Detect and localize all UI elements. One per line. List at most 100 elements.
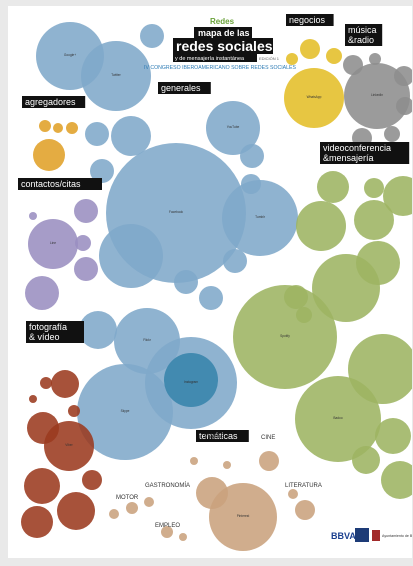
videoconf-bubble: [354, 200, 394, 240]
category-headers-layer: negocios música&radio generales agregadores…: [18, 14, 412, 542]
title-line-1: mapa de las: [198, 28, 250, 38]
title-box-1: [194, 27, 252, 38]
theme-label-gastronomia: GASTRONOMÍA: [145, 482, 190, 489]
category-box: [158, 82, 211, 94]
bubble-label: WhatsApp: [307, 95, 322, 99]
musica-bubble: [343, 55, 363, 75]
category-label: &radio: [348, 35, 374, 45]
videoconf-bubble: [296, 307, 312, 323]
videoconf-bubble: [364, 178, 384, 198]
category-header-fotografia: fotografía& vídeo: [26, 321, 84, 343]
title-line-2: redes sociales: [176, 38, 273, 54]
fotografia-bubble: [29, 395, 37, 403]
bubble-label: Viber: [65, 443, 73, 447]
category-box: [196, 430, 249, 442]
tematicas-bubble: [161, 526, 173, 538]
category-box: [286, 14, 334, 26]
category-label: temáticas: [199, 431, 238, 441]
bubble-label: Instagram: [184, 380, 199, 384]
bbva-logo: BBVA: [331, 531, 356, 541]
tematicas-bubble: [196, 477, 228, 509]
subtitle: IV CONGRESO IBEROAMERICANO SOBRE REDES S…: [144, 65, 296, 71]
bubble-label: Spotify: [280, 334, 290, 338]
negocios-bubble: [286, 53, 298, 65]
tematicas-bubble: [109, 509, 119, 519]
musica-bubble: [396, 97, 412, 115]
videoconf-bubble: [352, 446, 380, 474]
ayuntamiento-label: Ayuntamiento de Burgos: [382, 534, 412, 538]
category-header-videoconf: videoconferencia&mensajería: [320, 142, 410, 164]
generales-bubble: [90, 159, 114, 183]
contactos-bubble: [25, 276, 59, 310]
videoconf-bubble: [375, 418, 411, 454]
footer-logos: BBVA Ayuntamiento de Burgos: [331, 528, 412, 542]
contactos-bubble: [74, 199, 98, 223]
videoconf-bubble: [296, 201, 346, 251]
generales-bubble: [99, 224, 163, 288]
bubble-label: Skype: [121, 409, 130, 413]
videoconf-bubble: [233, 285, 337, 389]
negocios-bubble: [326, 48, 342, 64]
tematicas-bubble: [295, 500, 315, 520]
theme-label-motor: MOTOR: [116, 495, 139, 501]
videoconf-bubble: [317, 171, 349, 203]
bubble-label: Pinterest: [237, 514, 250, 518]
generales-bubble: [111, 116, 151, 156]
generales-bubble: [81, 41, 151, 111]
fotografia-bubble: [27, 412, 59, 444]
generales-bubble: [206, 101, 260, 155]
category-header-contactos: contactos/citas: [18, 178, 102, 190]
tematicas-bubble: [223, 461, 231, 469]
tematicas-bubble: [288, 489, 298, 499]
bubble-label: YouTube: [227, 125, 240, 129]
negocios-bubble: [300, 39, 320, 59]
title-box-3: [173, 54, 257, 62]
generales-bubble: [85, 122, 109, 146]
bubble-label: Badoo: [333, 416, 342, 420]
fotografia-bubble: [82, 470, 102, 490]
agregadores-bubble: [66, 122, 78, 134]
videoconf-bubble: [284, 285, 308, 309]
bubble-map: Facebook Twitter Google+ Tumblr YouTube Flick…: [18, 14, 412, 551]
agregadores-bubble: [33, 139, 65, 171]
category-box: [18, 178, 102, 190]
category-box: [26, 321, 84, 343]
videoconf-bubble: [356, 241, 400, 285]
tematicas-bubble: [190, 457, 198, 465]
fotografia-bubble: [24, 468, 60, 504]
category-label: agregadores: [25, 97, 76, 107]
bubble-label: Twitter: [111, 73, 121, 77]
contactos-bubble: [74, 257, 98, 281]
tematicas-bubble: [126, 502, 138, 514]
category-box: [345, 24, 383, 46]
theme-label-viajes: VIAJES: [204, 434, 225, 440]
videoconf-bubble: [295, 376, 381, 462]
category-label: negocios: [289, 15, 326, 25]
musica-bubble: [394, 66, 412, 86]
bubble-label: LinkedIn: [371, 93, 383, 97]
agregadores-bubble: [53, 123, 63, 133]
tematicas-bubble: [179, 533, 187, 541]
fotografia-bubble: [57, 492, 95, 530]
generales-bubble: [140, 24, 164, 48]
contactos-bubble: [28, 219, 78, 269]
musica-bubble: [384, 126, 400, 142]
videoconf-bubble: [383, 176, 412, 216]
bubble-label: Line: [50, 241, 56, 245]
musica-bubble: [344, 63, 410, 129]
category-header-musica: música&radio: [345, 24, 383, 46]
generales-bubble: [240, 144, 264, 168]
theme-label-cine: CINE: [261, 435, 275, 441]
fotografia-bubble: [21, 506, 53, 538]
category-box: [22, 96, 86, 108]
videoconf-bubble: [381, 461, 412, 499]
tematicas-bubble: [259, 451, 279, 471]
category-box: [320, 142, 410, 164]
category-header-generales: generales: [158, 82, 211, 94]
agregadores-bubble: [39, 120, 51, 132]
category-header-agregadores: agregadores: [22, 96, 86, 108]
ayuntamiento-shield-icon: [372, 530, 380, 541]
network-map-poster: Facebook Twitter Google+ Tumblr YouTube Flick…: [8, 6, 412, 558]
fotografia-bubble: [68, 405, 80, 417]
